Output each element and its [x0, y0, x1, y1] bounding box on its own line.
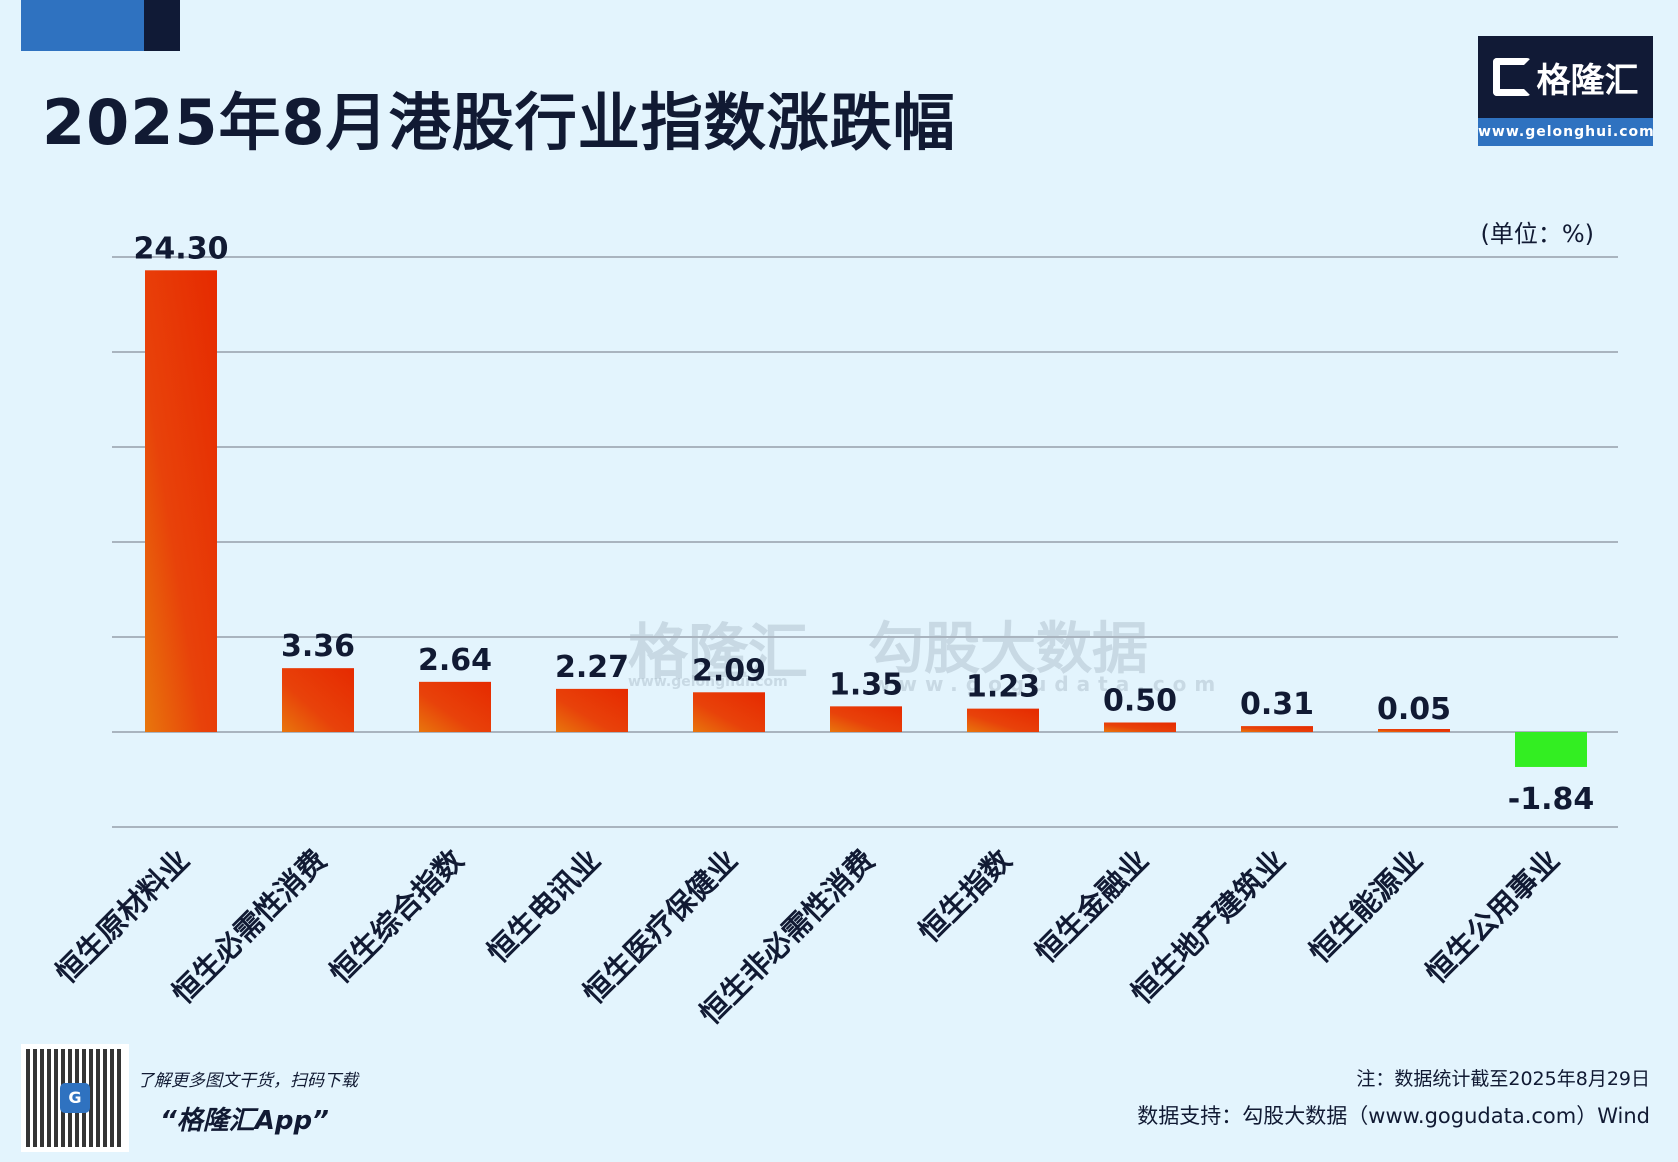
data-note: 注：数据统计截至2025年8月29日: [1356, 1068, 1650, 1090]
bar: [145, 270, 217, 732]
data-source: 数据支持：勾股大数据（www.gogudata.com）Wind: [1137, 1104, 1650, 1128]
category-label: 恒生公用事业: [1419, 843, 1566, 990]
qr-code[interactable]: G: [21, 1044, 129, 1152]
chart-title: 2025年8月港股行业指数涨跌幅: [42, 86, 956, 159]
bar: [693, 692, 765, 732]
app-name: “格隆汇App”: [160, 1106, 329, 1136]
data-label: 2.64: [418, 643, 492, 678]
data-label: 24.30: [134, 231, 229, 266]
watermark-brand: 格隆汇: [628, 618, 808, 688]
bar: [282, 668, 354, 732]
category-label: 恒生能源业: [1302, 843, 1429, 970]
logo-url: www.gelonghui.com: [1478, 118, 1654, 146]
data-label: -1.84: [1508, 782, 1594, 817]
category-label: 恒生指数: [912, 842, 1019, 949]
data-label: 1.35: [829, 667, 903, 702]
bar: [967, 708, 1039, 732]
gelonghui-logo: 格隆汇 www.gelonghui.com: [1478, 36, 1654, 146]
category-label: 恒生原材料业: [49, 843, 196, 990]
data-label: 0.50: [1103, 684, 1177, 719]
bar-chart: 24.30 3.36 2.64 2.27 2.09 1.35 1.23 0.50 0.31 0.0…: [49, 231, 1618, 1031]
data-label: 2.09: [692, 653, 766, 688]
data-label: 0.31: [1240, 687, 1314, 722]
data-label: 2.27: [555, 650, 629, 685]
bar: [830, 706, 902, 732]
header-accent-blue: [21, 0, 144, 51]
data-label: 0.05: [1377, 692, 1451, 727]
logo-g-icon: [1492, 58, 1531, 96]
header-accent-dark: [144, 0, 180, 51]
unit-label: (单位：%): [1480, 220, 1594, 248]
bar: [1104, 722, 1176, 732]
data-label: 3.36: [281, 629, 355, 664]
promo-text: 了解更多图文干货，扫码下载: [137, 1071, 358, 1091]
bar: [1241, 726, 1313, 732]
category-label: 恒生综合指数: [323, 842, 471, 990]
watermark-partner: 勾股大数据: [868, 617, 1148, 682]
data-label: 1.23: [966, 670, 1040, 705]
bar: [556, 688, 628, 732]
bar: [1515, 732, 1587, 767]
bar: [1378, 729, 1450, 732]
bar: [419, 681, 491, 732]
watermark-partner-url: www.gogudata.com: [872, 672, 1224, 696]
category-label: 恒生金融业: [1028, 843, 1155, 970]
category-label: 恒生电讯业: [480, 843, 607, 970]
watermark-brand-url: www.gelonghui.com: [628, 674, 788, 690]
logo-text: 格隆汇: [1536, 60, 1639, 101]
